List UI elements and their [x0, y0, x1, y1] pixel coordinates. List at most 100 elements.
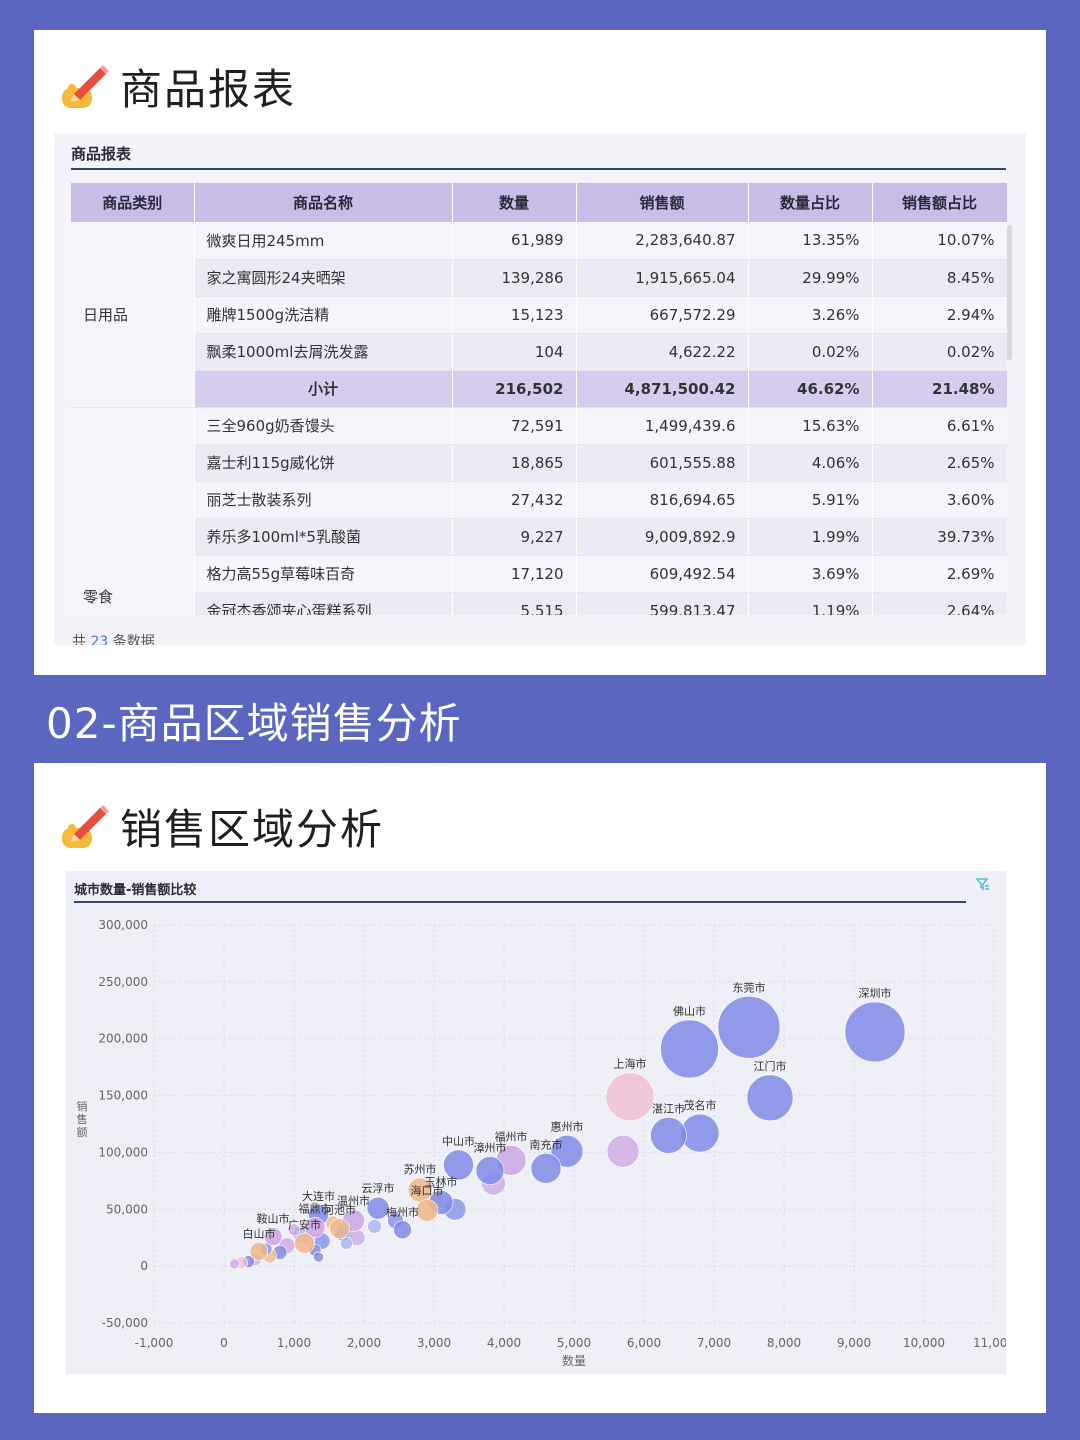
bubble: [229, 1258, 240, 1270]
bubble: [367, 1219, 382, 1234]
bubble-label: 深圳市: [859, 986, 892, 1000]
value-cell: 3.69%: [748, 555, 873, 593]
y-axis-title: 销售额: [77, 1099, 88, 1139]
value-cell: 9,009,892.9: [576, 518, 749, 556]
subtotal-value: 216,502: [452, 370, 577, 408]
value-cell: 3.26%: [748, 296, 873, 334]
bubble-label: 惠州市: [551, 1119, 584, 1133]
table-row[interactable]: 日用品 微爽日用245mm 61,989 2,283,640.87 13.35% 10.0…: [71, 222, 1007, 408]
value-cell: 2.94%: [872, 296, 1007, 334]
value-cell: 72,591: [452, 407, 577, 445]
report-table: 商品类别 商品名称 数量 销售额 数量占比 销售额占比 日用品 微爽日用245mm 61,98…: [71, 183, 1007, 615]
value-cell: 5,515: [452, 592, 577, 615]
x-tick-label: 1,000: [277, 1336, 311, 1350]
bubble: [680, 1113, 720, 1153]
column-header[interactable]: 数量占比: [748, 183, 873, 222]
value-cell: 139,286: [452, 259, 577, 297]
bubble-label: 福鼎市: [299, 1201, 332, 1215]
value-cell: 27,432: [452, 481, 577, 519]
report-heading: 商品报表: [60, 56, 296, 116]
bubble-label: 东莞市: [733, 980, 766, 994]
table-row[interactable]: 嘉士利115g威化饼 18,865 601,555.88 4.06% 2.65%: [71, 444, 1007, 482]
column-header[interactable]: 商品名称: [194, 183, 453, 222]
x-tick-label: 8,000: [767, 1336, 801, 1350]
value-cell: 1.99%: [748, 518, 873, 556]
x-tick-label: 2,000: [347, 1336, 381, 1350]
report-panel-title: 商品报表: [71, 145, 132, 163]
bubble-label: 上海市: [614, 1057, 647, 1071]
value-cell: 15,123: [452, 296, 577, 334]
x-tick-label: 6,000: [627, 1336, 661, 1350]
product-name-cell: 嘉士利115g威化饼: [194, 444, 453, 482]
report-table-wrap[interactable]: 商品类别 商品名称 数量 销售额 数量占比 销售额占比 日用品 微爽日用245mm 61,98…: [71, 183, 1007, 615]
chart-panel: 城市数量-销售额比较 300,000 250,000 200,000 150,000 1…: [66, 871, 1006, 1374]
y-tick-label: 50,000: [106, 1202, 148, 1216]
x-tick-label: 0: [220, 1336, 228, 1350]
value-cell: 4,622.22: [576, 333, 749, 371]
value-cell: 8.45%: [872, 259, 1007, 297]
bubble: [263, 1227, 283, 1246]
column-header[interactable]: 商品类别: [71, 183, 195, 222]
table-row[interactable]: 零食 三全960g奶香馒头 72,591 1,499,439.6 15.63% 6.61%: [71, 407, 1007, 615]
report-heading-text: 商品报表: [120, 64, 297, 114]
x-tick-label: 5,000: [557, 1336, 591, 1350]
subtotal-value: 46.62%: [748, 370, 873, 408]
footer-suffix: 条数据: [112, 634, 155, 645]
bubble: [717, 996, 781, 1059]
table-row[interactable]: 家之寓圆形24夹晒架 139,286 1,915,665.04 29.99% 8.45%: [71, 259, 1007, 297]
report-panel: 商品报表 商品类别 商品名称 数量 销售额 数量占比 销售额占比 日用品 微爽日用245mm…: [54, 133, 1026, 645]
bubble: [475, 1156, 505, 1185]
table-scrollbar[interactable]: [1007, 225, 1012, 360]
bubble-label: 佛山市: [673, 1004, 706, 1018]
table-row[interactable]: 金冠杰香颂夹心蛋糕系列 5,515 599,813.47 1.19% 2.64%: [71, 592, 1007, 615]
region-heading: 销售区域分析: [60, 796, 384, 856]
bubble-label: 苏州市: [404, 1162, 437, 1176]
product-name-cell: 微爽日用245mm: [194, 222, 453, 260]
bubble-label: 福州市: [495, 1129, 528, 1143]
value-cell: 61,989: [452, 222, 577, 260]
panel-divider: [71, 168, 1006, 170]
scatter-plot: 300,000 250,000 200,000 150,000 100,000 50,00…: [77, 918, 1007, 1368]
x-tick-label: 11,000: [973, 1336, 1006, 1350]
writing-hand-icon: [62, 65, 109, 108]
value-cell: 29.99%: [748, 259, 873, 297]
y-tick-label: 150,000: [98, 1089, 148, 1103]
bubble: [844, 1001, 906, 1063]
value-cell: 1.19%: [748, 592, 873, 615]
value-cell: 2.64%: [872, 592, 1007, 615]
y-tick-label: 300,000: [98, 918, 148, 932]
value-cell: 601,555.88: [576, 444, 749, 482]
column-header[interactable]: 销售额占比: [872, 183, 1007, 222]
footer-count: 23: [90, 634, 109, 645]
table-row[interactable]: 丽芝士散装系列 27,432 816,694.65 5.91% 3.60%: [71, 481, 1007, 519]
value-cell: 0.02%: [748, 333, 873, 371]
bubble: [393, 1220, 412, 1240]
column-header[interactable]: 数量: [452, 183, 577, 222]
x-tick-label: 3,000: [417, 1336, 451, 1350]
bubble-label: 云浮市: [362, 1181, 395, 1195]
x-tick-label: 4,000: [487, 1336, 521, 1350]
column-header[interactable]: 销售额: [576, 183, 749, 222]
category-cell: 零食: [71, 407, 195, 615]
product-name-cell: 养乐多100ml*5乳酸菌: [194, 518, 453, 556]
table-row[interactable]: 飘柔1000ml去屑洗发露 104 4,622.22 0.02% 0.02%: [71, 333, 1007, 371]
product-name-cell: 金冠杰香颂夹心蛋糕系列: [194, 592, 453, 615]
product-name-cell: 家之寓圆形24夹晒架: [194, 259, 453, 297]
y-tick-label: 250,000: [98, 975, 148, 989]
x-tick-label: -1,000: [135, 1336, 174, 1350]
bubble-label: 梅州市: [386, 1205, 419, 1219]
bubble-label: 温州市: [337, 1194, 370, 1208]
category-cell: 日用品: [71, 222, 195, 408]
value-cell: 104: [452, 333, 577, 371]
value-cell: 17,120: [452, 555, 577, 593]
table-row[interactable]: 养乐多100ml*5乳酸菌 9,227 9,009,892.9 1.99% 39.73%: [71, 518, 1007, 556]
x-tick-label: 10,000: [903, 1336, 945, 1350]
value-cell: 816,694.65: [576, 481, 749, 519]
bubble: [294, 1233, 315, 1254]
table-row[interactable]: 格力高55g草莓味百奇 17,120 609,492.54 3.69% 2.69%: [71, 555, 1007, 593]
y-tick-label: 200,000: [98, 1032, 148, 1046]
filter-icon[interactable]: [976, 877, 990, 891]
table-row[interactable]: 雕牌1500g洗洁精 15,123 667,572.29 3.26% 2.94%: [71, 296, 1007, 334]
bubble-label: 广安市: [288, 1217, 321, 1231]
value-cell: 13.35%: [748, 222, 873, 260]
